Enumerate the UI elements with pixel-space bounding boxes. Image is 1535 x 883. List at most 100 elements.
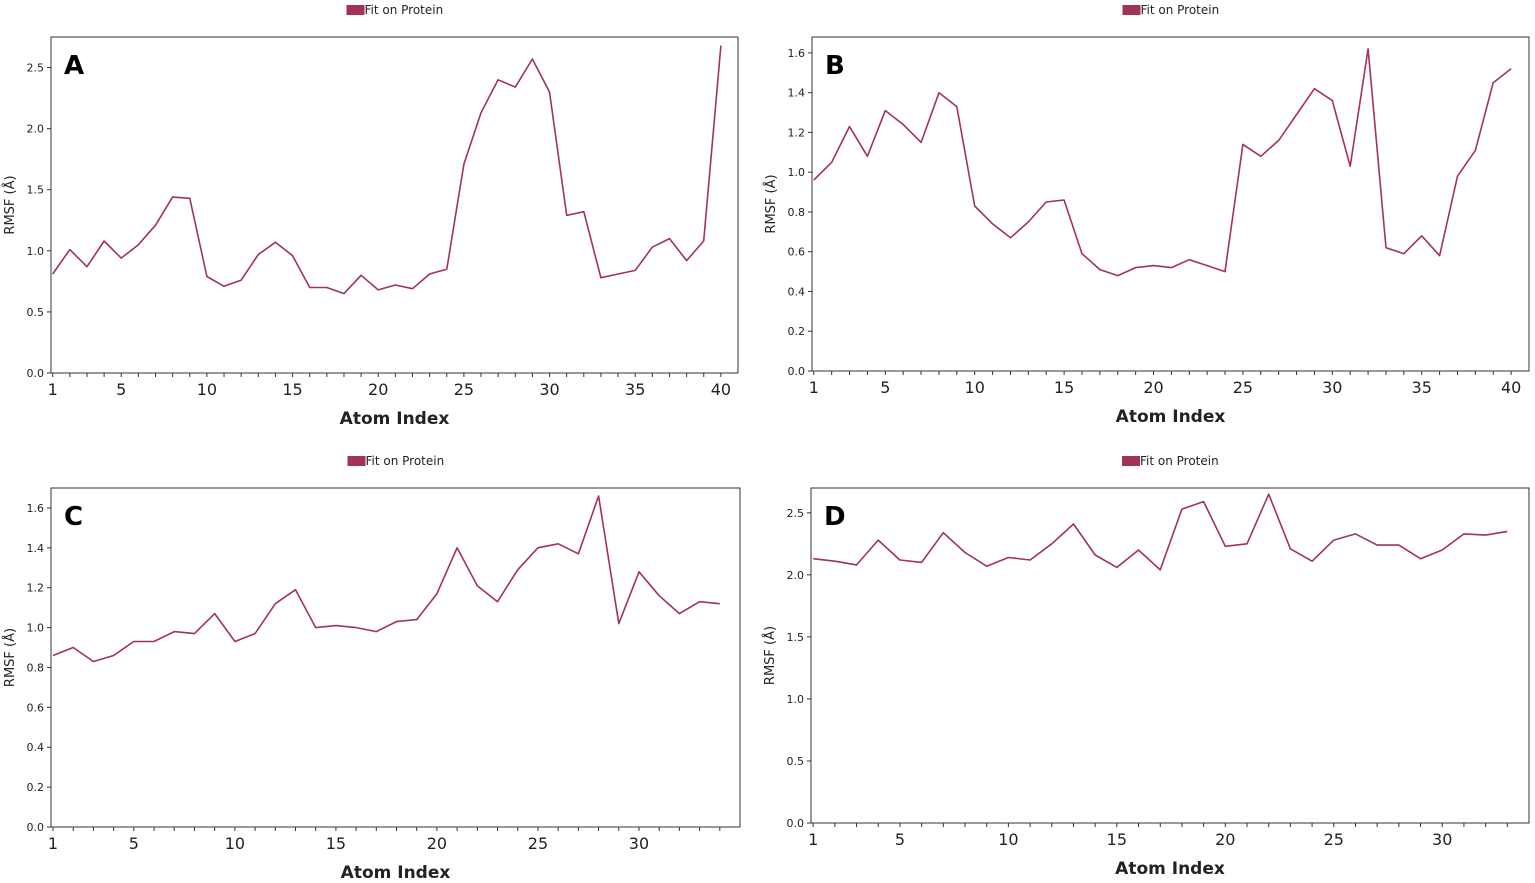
data-point: [1094, 554, 1096, 556]
data-point: [1421, 235, 1423, 237]
data-point: [1349, 165, 1351, 167]
data-point: [899, 559, 901, 561]
y-tick-label: 0.4: [27, 741, 45, 754]
data-point: [517, 569, 519, 571]
x-tick-label: 30: [1432, 830, 1452, 849]
y-tick-label: 0.2: [788, 325, 806, 338]
data-point: [1354, 533, 1356, 535]
y-tick-label: 0.5: [787, 755, 805, 768]
y-tick-label: 0.4: [788, 285, 806, 298]
x-axis-label: Atom Index: [1115, 859, 1225, 879]
data-point: [1420, 558, 1422, 560]
y-tick-label: 1.2: [27, 582, 45, 595]
x-tick-label: 40: [711, 380, 731, 399]
data-point: [1116, 566, 1118, 568]
data-point: [456, 547, 458, 549]
data-point: [617, 273, 619, 275]
data-point: [1398, 544, 1400, 546]
y-axis-label: RMSF (Å): [763, 174, 779, 233]
legend-swatch: [1122, 5, 1141, 15]
x-tick-label: 5: [116, 380, 126, 399]
data-point: [476, 585, 478, 587]
legend-label: Fit on Protein: [365, 3, 444, 17]
data-point: [877, 539, 879, 541]
data-point: [1224, 271, 1226, 273]
data-point: [1403, 253, 1405, 255]
data-point: [234, 641, 236, 643]
data-point: [720, 45, 722, 47]
series-line: [813, 48, 1512, 277]
data-point: [583, 211, 585, 213]
x-tick-label: 25: [1233, 378, 1253, 397]
legend-label: Fit on Protein: [1140, 454, 1219, 468]
y-tick-label: 0.8: [788, 206, 806, 219]
data-point: [866, 155, 868, 157]
panel-b: Fit on Protein 0.0 0.2 0.4 0.6 0.8 1.0 1.2 1.4 1.…: [763, 3, 1530, 427]
data-point: [103, 240, 105, 242]
y-tick-label: 1.6: [27, 502, 45, 515]
y-tick-label: 1.0: [787, 693, 805, 706]
data-point: [274, 241, 276, 243]
data-point: [416, 619, 418, 621]
data-point: [335, 625, 337, 627]
data-point: [566, 214, 568, 216]
y-tick-label: 1.4: [788, 87, 806, 100]
data-point: [831, 161, 833, 163]
data-point: [600, 277, 602, 279]
legend-swatch: [346, 5, 365, 15]
data-point: [315, 627, 317, 629]
data-point: [849, 125, 851, 127]
data-point: [309, 286, 311, 288]
data-point: [1246, 543, 1248, 545]
data-point: [1170, 267, 1172, 269]
data-point: [834, 560, 836, 562]
x-tick-label: 5: [129, 834, 139, 853]
data-point: [1081, 253, 1083, 255]
data-point: [1242, 143, 1244, 145]
y-tick-label: 2.0: [27, 123, 45, 136]
data-point: [1376, 544, 1378, 546]
data-point: [1045, 201, 1047, 203]
data-point: [992, 223, 994, 225]
data-point: [1029, 559, 1031, 561]
data-point: [1072, 523, 1074, 525]
data-point: [429, 273, 431, 275]
data-point: [1492, 82, 1494, 84]
y-tick-label: 1.5: [787, 631, 805, 644]
data-point: [1138, 549, 1140, 551]
panel-letter: C: [64, 502, 83, 532]
data-point: [618, 623, 620, 625]
legend-label: Fit on Protein: [366, 454, 445, 468]
data-point: [375, 631, 377, 633]
data-point: [938, 92, 940, 94]
data-point: [1153, 265, 1155, 267]
data-point: [120, 257, 122, 259]
data-point: [274, 603, 276, 605]
series-line: [813, 493, 1508, 571]
data-point: [133, 641, 135, 643]
x-tick-label: 10: [197, 380, 217, 399]
data-point: [1203, 501, 1205, 503]
series-line: [52, 495, 720, 663]
x-tick-label: 15: [326, 834, 346, 853]
panel-letter: A: [64, 51, 84, 81]
y-axis-label: RMSF (Å): [762, 626, 778, 685]
data-point: [1188, 259, 1190, 261]
axes-frame: [50, 36, 739, 374]
data-point: [1099, 269, 1101, 271]
y-tick-label: 2.5: [787, 507, 805, 520]
data-point: [1463, 533, 1465, 535]
data-point: [446, 268, 448, 270]
x-tick-label: 30: [629, 834, 649, 853]
y-tick-label: 1.4: [27, 542, 45, 555]
data-point: [72, 647, 74, 649]
data-point: [463, 163, 465, 165]
data-point: [920, 141, 922, 143]
x-tick-label: 15: [1107, 830, 1127, 849]
data-point: [678, 613, 680, 615]
x-tick-label: 15: [1054, 378, 1074, 397]
data-point: [1009, 237, 1011, 239]
x-tick-label: 10: [998, 830, 1018, 849]
y-tick-label: 0.5: [27, 306, 45, 319]
